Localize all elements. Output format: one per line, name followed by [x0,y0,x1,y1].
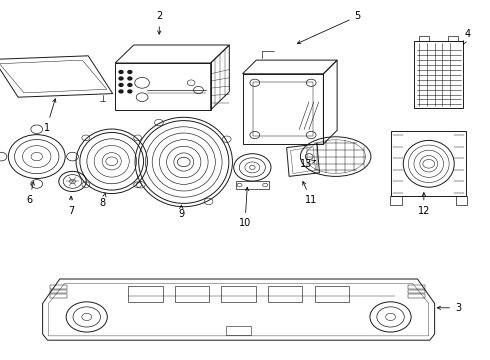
Bar [390,196,402,205]
Bar [419,36,429,41]
Bar [414,41,463,108]
Circle shape [119,71,123,73]
Bar [315,287,349,302]
Circle shape [119,90,123,93]
Bar [115,63,211,110]
Text: 6: 6 [26,182,34,205]
Bar [226,326,251,335]
Bar [448,36,458,41]
Bar [253,82,313,136]
Circle shape [128,77,132,80]
Circle shape [119,84,123,86]
Bar [391,131,466,196]
Bar [175,287,209,302]
Text: 7: 7 [68,196,74,216]
Text: 11: 11 [303,181,318,205]
Text: 5: 5 [297,11,361,44]
Bar [408,290,425,293]
Text: 9: 9 [178,205,184,219]
Bar [268,287,302,302]
Bar [50,290,67,293]
Circle shape [119,77,123,80]
Text: 8: 8 [100,193,106,208]
Bar [50,285,67,289]
Text: 2: 2 [156,11,162,34]
Text: 1: 1 [44,99,56,133]
Text: 4: 4 [463,29,471,45]
Bar [236,181,269,189]
Bar [221,287,256,302]
Text: 3: 3 [437,303,461,313]
Bar [456,196,467,205]
Circle shape [128,71,132,73]
Circle shape [128,84,132,86]
Bar [128,287,163,302]
Text: 12: 12 [417,193,430,216]
Bar [50,294,67,298]
Circle shape [128,90,132,93]
Text: 13: 13 [300,159,316,169]
Text: 10: 10 [239,187,251,228]
Bar [408,294,425,298]
Bar [243,74,323,144]
Bar [408,285,425,289]
